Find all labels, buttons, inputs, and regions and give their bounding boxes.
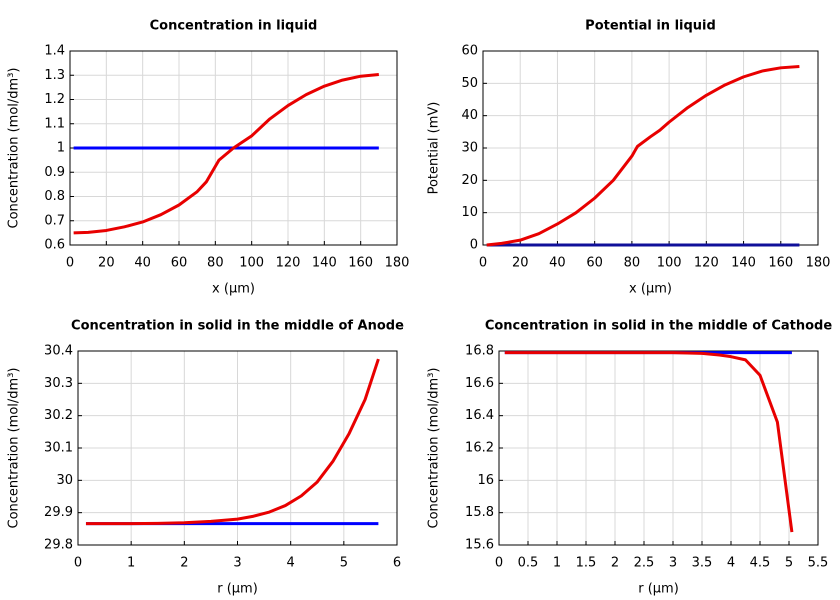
y-tick-label: 10 bbox=[461, 205, 478, 220]
y-tick-label: 1.2 bbox=[44, 92, 65, 107]
x-tick-label: 160 bbox=[768, 256, 793, 271]
y-tick-label: 0 bbox=[470, 238, 478, 253]
y-axis-label: Concentration (mol/dm³) bbox=[427, 368, 442, 529]
x-tick-label: 100 bbox=[657, 256, 682, 271]
data-line bbox=[85, 358, 380, 526]
x-tick-label: 80 bbox=[207, 256, 224, 271]
y-tick-label: 30.2 bbox=[44, 408, 73, 423]
x-tick-label: 100 bbox=[239, 256, 264, 271]
y-tick-label: 1.1 bbox=[44, 116, 65, 131]
x-tick-label: 3 bbox=[669, 556, 677, 571]
x-tick-label: 0 bbox=[74, 556, 82, 571]
x-tick-label: 5 bbox=[785, 556, 793, 571]
x-tick-label: 140 bbox=[731, 256, 756, 271]
chart-title: Concentration in liquid bbox=[150, 19, 318, 34]
x-tick-label: 140 bbox=[312, 256, 337, 271]
x-tick-label: 1 bbox=[127, 556, 135, 571]
y-tick-label: 15.8 bbox=[465, 505, 494, 520]
x-tick-label: 120 bbox=[276, 256, 301, 271]
x-tick-label: 60 bbox=[171, 256, 188, 271]
x-tick-label: 20 bbox=[98, 256, 115, 271]
x-tick-label: 4 bbox=[287, 556, 295, 571]
x-tick-label: 180 bbox=[385, 256, 410, 271]
x-tick-label: 60 bbox=[586, 256, 603, 271]
x-tick-label: 180 bbox=[806, 256, 831, 271]
y-tick-label: 30 bbox=[461, 141, 478, 156]
x-tick-label: 1 bbox=[553, 556, 561, 571]
x-tick-label: 5 bbox=[340, 556, 348, 571]
y-tick-label: 0.7 bbox=[44, 213, 65, 228]
y-tick-label: 40 bbox=[461, 108, 478, 123]
x-axis-label: r (µm) bbox=[638, 582, 679, 597]
y-tick-label: 0.8 bbox=[44, 189, 65, 204]
y-tick-label: 29.9 bbox=[44, 505, 73, 520]
x-tick-label: 6 bbox=[393, 556, 401, 571]
plot-frame bbox=[77, 350, 398, 546]
y-tick-label: 16 bbox=[477, 473, 494, 488]
y-tick-label: 16.8 bbox=[465, 344, 494, 359]
x-tick-label: 2.5 bbox=[634, 556, 655, 571]
y-axis-label: Potential (mV) bbox=[427, 102, 442, 195]
plot-frame bbox=[498, 350, 819, 546]
x-tick-label: 20 bbox=[512, 256, 529, 271]
y-tick-label: 16.6 bbox=[465, 376, 494, 391]
data-line bbox=[73, 73, 379, 235]
x-tick-label: 2 bbox=[180, 556, 188, 571]
x-axis-label: r (µm) bbox=[217, 582, 258, 597]
y-tick-label: 20 bbox=[461, 173, 478, 188]
y-tick-label: 60 bbox=[461, 44, 478, 59]
x-tick-label: 1.5 bbox=[576, 556, 597, 571]
y-tick-label: 0.6 bbox=[44, 238, 65, 253]
x-tick-label: 80 bbox=[624, 256, 641, 271]
x-tick-label: 2 bbox=[611, 556, 619, 571]
x-tick-label: 160 bbox=[348, 256, 373, 271]
x-tick-label: 4 bbox=[727, 556, 735, 571]
chart-title: Concentration in solid in the middle of … bbox=[485, 319, 833, 334]
y-tick-label: 1 bbox=[57, 141, 65, 156]
y-tick-label: 16.4 bbox=[465, 408, 494, 423]
data-line bbox=[486, 65, 800, 247]
plot-frame bbox=[69, 50, 398, 246]
y-tick-label: 16.2 bbox=[465, 441, 494, 456]
y-tick-label: 30 bbox=[56, 473, 73, 488]
y-tick-label: 0.9 bbox=[44, 165, 65, 180]
x-tick-label: 4.5 bbox=[750, 556, 771, 571]
y-tick-label: 15.6 bbox=[465, 538, 494, 553]
x-tick-label: 0.5 bbox=[518, 556, 539, 571]
y-tick-label: 1.3 bbox=[44, 68, 65, 83]
x-axis-label: x (µm) bbox=[212, 282, 255, 297]
x-tick-label: 40 bbox=[134, 256, 151, 271]
x-tick-label: 0 bbox=[495, 556, 503, 571]
x-tick-label: 3.5 bbox=[692, 556, 713, 571]
y-tick-label: 29.8 bbox=[44, 538, 73, 553]
x-tick-label: 40 bbox=[549, 256, 566, 271]
data-line bbox=[504, 351, 794, 533]
x-tick-label: 0 bbox=[479, 256, 487, 271]
chart-title: Concentration in solid in the middle of … bbox=[71, 319, 404, 334]
chart-title: Potential in liquid bbox=[585, 19, 716, 34]
x-tick-label: 3 bbox=[233, 556, 241, 571]
y-tick-label: 1.4 bbox=[44, 44, 65, 59]
x-tick-label: 120 bbox=[694, 256, 719, 271]
y-tick-label: 30.3 bbox=[44, 376, 73, 391]
y-tick-label: 50 bbox=[461, 76, 478, 91]
x-tick-label: 0 bbox=[66, 256, 74, 271]
y-tick-label: 30.1 bbox=[44, 441, 73, 456]
y-axis-label: Concentration (mol/dm³) bbox=[7, 68, 22, 229]
x-axis-label: x (µm) bbox=[629, 282, 672, 297]
x-tick-label: 5.5 bbox=[808, 556, 829, 571]
y-tick-label: 30.4 bbox=[44, 344, 73, 359]
y-axis-label: Concentration (mol/dm³) bbox=[7, 368, 22, 529]
